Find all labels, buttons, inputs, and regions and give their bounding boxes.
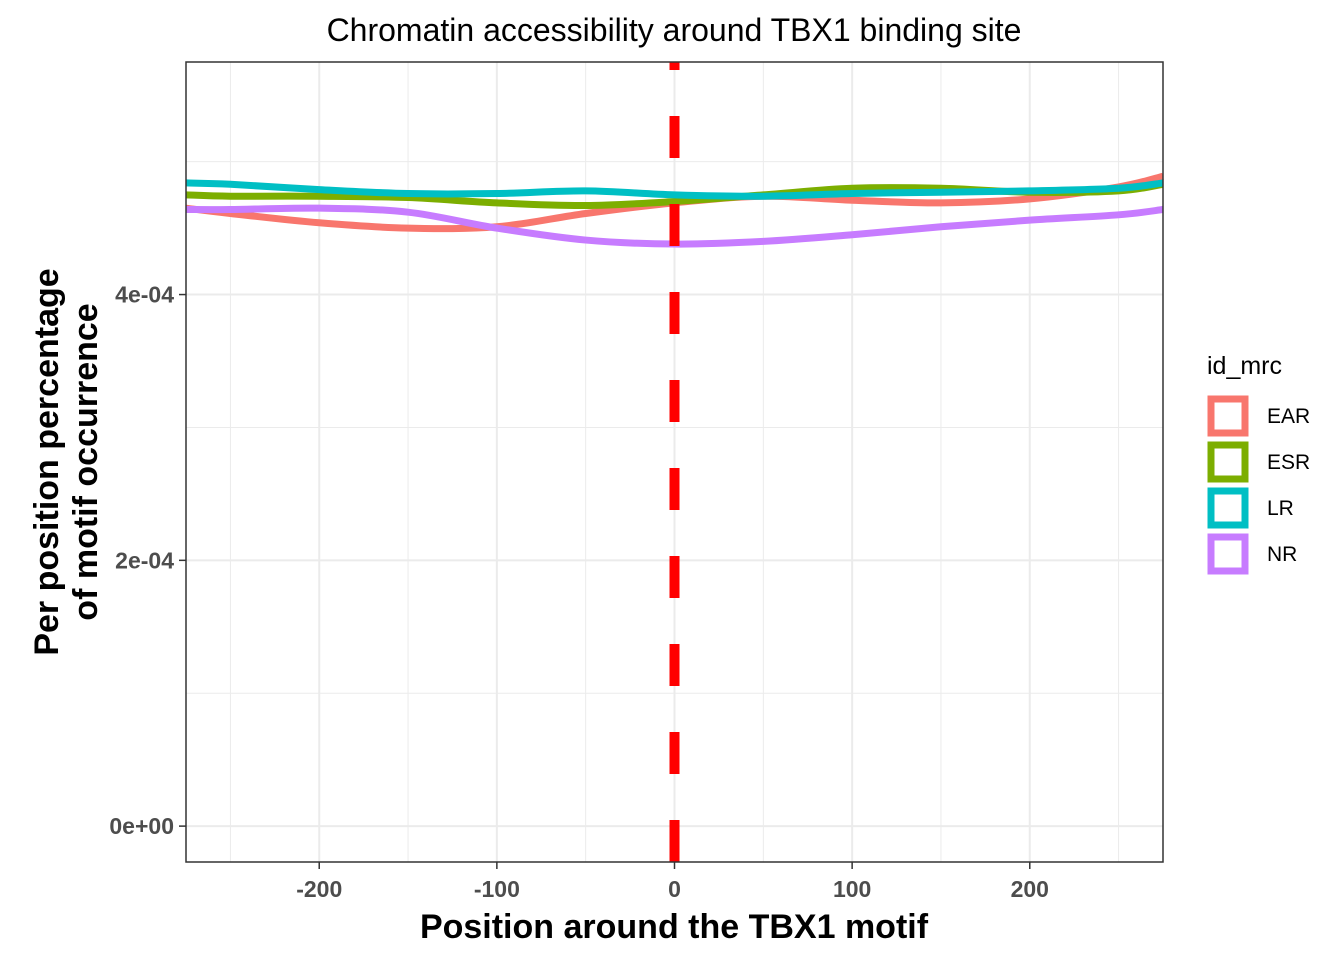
legend-key-esr bbox=[1207, 441, 1249, 483]
legend-key-ear bbox=[1207, 395, 1249, 437]
x-axis-title: Position around the TBX1 motif bbox=[420, 908, 929, 946]
chart-title: Chromatin accessibility around TBX1 bind… bbox=[327, 12, 1022, 48]
x-tick-label: 200 bbox=[1011, 876, 1049, 902]
x-tick-label: -200 bbox=[296, 876, 342, 902]
legend-label-ear: EAR bbox=[1267, 405, 1310, 428]
x-tick-label: 100 bbox=[833, 876, 871, 902]
legend-label-lr: LR bbox=[1267, 497, 1294, 520]
legend-label-nr: NR bbox=[1267, 543, 1297, 566]
y-axis-title: Per position percentage of motif occurre… bbox=[28, 268, 105, 655]
series-layer bbox=[185, 62, 1164, 862]
y-axis-ticks: 0e+00 2e-04 4e-04 bbox=[109, 282, 186, 839]
legend-key-lr bbox=[1207, 487, 1249, 529]
legend: EAR ESR LR NR bbox=[1207, 395, 1310, 575]
x-tick-label: -100 bbox=[474, 876, 520, 902]
y-axis-title-line-2: of motif occurrence bbox=[67, 303, 105, 620]
legend-title: id_mrc bbox=[1207, 352, 1282, 380]
y-tick-label: 0e+00 bbox=[109, 813, 174, 839]
y-tick-label: 2e-04 bbox=[115, 547, 174, 573]
y-tick-label: 4e-04 bbox=[115, 282, 174, 308]
legend-key-nr bbox=[1207, 533, 1249, 575]
series-line-lr bbox=[185, 179, 1164, 200]
x-axis-ticks: -200 -100 0 100 200 bbox=[296, 862, 1049, 902]
legend-label-esr: ESR bbox=[1267, 451, 1310, 474]
x-tick-label: 0 bbox=[668, 876, 681, 902]
y-axis-title-line-1: Per position percentage bbox=[28, 268, 66, 655]
